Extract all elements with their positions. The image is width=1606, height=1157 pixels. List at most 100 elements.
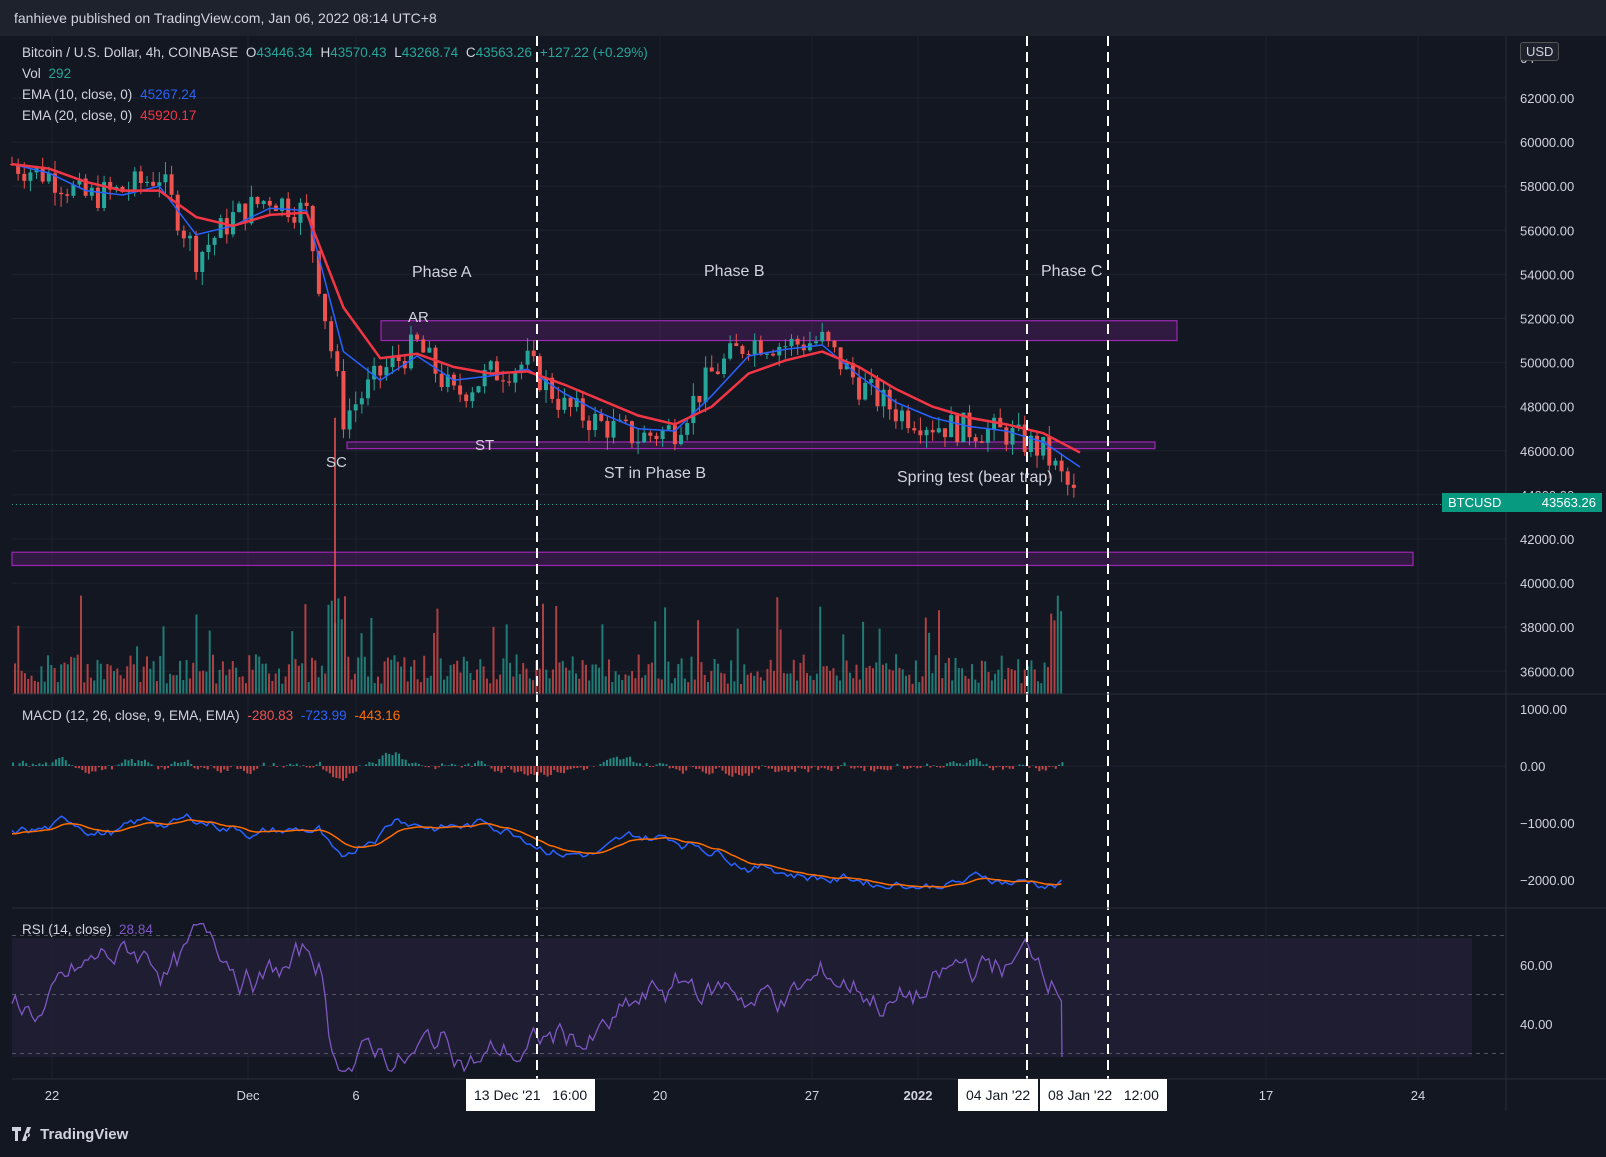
volume-bar <box>446 676 449 694</box>
macd-hist-bar <box>883 766 886 770</box>
macd-hist-bar <box>916 766 919 769</box>
zone-1 <box>346 441 1156 450</box>
volume-bar <box>538 668 541 694</box>
macd-hist-bar <box>718 766 721 768</box>
rsi-line <box>11 923 1063 1073</box>
candle-body <box>218 218 223 238</box>
macd-hist-bar <box>206 766 209 770</box>
volume-bar <box>723 673 726 694</box>
candle-body <box>476 386 481 393</box>
volume-bar <box>726 683 729 694</box>
volume-bar <box>736 628 739 694</box>
macd-hist-bar <box>929 766 932 768</box>
legend-ema10[interactable]: EMA (10, close, 0) 45267.24 <box>22 87 200 102</box>
candle-body <box>224 218 229 235</box>
legend-main[interactable]: Bitcoin / U.S. Dollar, 4h, COINBASE O434… <box>22 45 652 60</box>
macd-hist-bar <box>576 766 579 768</box>
macd-hist-bar <box>998 766 1001 767</box>
macd-hist-bar <box>675 766 678 770</box>
macd-hist-bar <box>243 766 245 771</box>
candle-body <box>611 420 616 438</box>
legend-macd[interactable]: MACD (12, 26, close, 9, EMA, EMA) -280.8… <box>22 708 404 723</box>
volume-bar <box>377 676 379 694</box>
volume-bar <box>33 680 36 694</box>
candle-body <box>697 395 702 403</box>
volume-bar <box>611 682 614 694</box>
macd-hist-bar <box>807 766 810 773</box>
volume-bar <box>383 661 386 694</box>
volume-bar <box>594 664 597 694</box>
macd-hist-bar <box>35 764 38 766</box>
legend-rsi[interactable]: RSI (14, close) 28.84 <box>22 922 157 937</box>
legend-ema20[interactable]: EMA (20, close, 0) 45920.17 <box>22 108 200 123</box>
volume-bar <box>149 668 152 694</box>
currency-badge[interactable]: USD <box>1520 42 1560 61</box>
volume-bar <box>947 657 950 694</box>
volume-bar <box>1030 660 1033 694</box>
candle-body <box>955 415 960 443</box>
candle-body <box>660 429 665 440</box>
macd-hist-bar <box>932 765 935 766</box>
macd-hist-bar <box>249 766 252 774</box>
macd-hist-bar <box>853 766 856 769</box>
volume-bar <box>862 621 865 694</box>
volume-bar <box>106 663 109 694</box>
macd-hist-bar <box>856 766 859 768</box>
candle-body <box>415 334 420 340</box>
macd-hist-bar <box>68 764 71 766</box>
volume-bar <box>868 665 871 694</box>
macd-hist-bar <box>464 764 467 766</box>
volume-bar <box>786 673 789 694</box>
volume-bar <box>462 656 465 694</box>
legend-high: 43570.43 <box>330 45 387 60</box>
macd-hist-bar <box>78 766 80 769</box>
macd-hist-bar <box>437 766 440 768</box>
legend-volume[interactable]: Vol 292 <box>22 66 75 81</box>
brand-footer[interactable]: TradingView <box>12 1126 128 1143</box>
candle-body <box>648 432 653 436</box>
volume-bar <box>109 665 112 694</box>
volume-bar <box>380 683 383 694</box>
macd-hist-bar <box>728 766 731 776</box>
volume-bar <box>482 666 485 694</box>
legend-ema20-label: EMA (20, close, 0) <box>22 108 133 123</box>
macd-hist-bar <box>992 766 995 771</box>
candle-body <box>95 187 100 208</box>
volume-bar <box>509 662 511 694</box>
macd-hist-bar <box>388 753 391 766</box>
volume-bar <box>1023 669 1026 694</box>
volume-bar <box>994 673 997 694</box>
candle-body <box>280 198 285 212</box>
candle-body <box>427 347 432 353</box>
crosshair-date-3: 08 Jan '22 12:00 <box>1040 1079 1167 1111</box>
macd-hist-bar <box>790 766 793 770</box>
macd-hist-bar <box>216 766 219 772</box>
volume-bar <box>96 659 99 694</box>
candle-body <box>654 435 659 440</box>
legend-macd-value: -723.99 <box>300 708 347 723</box>
macd-hist-bar <box>771 766 773 769</box>
macd-hist-bar <box>1048 766 1051 768</box>
macd-hist-bar <box>952 761 955 766</box>
volume-bar <box>660 679 663 694</box>
macd-hist-bar <box>252 766 255 771</box>
macd-hist-bar <box>592 766 595 767</box>
macd-hist-bar <box>183 761 186 766</box>
macd-hist-bar <box>104 766 107 770</box>
macd-hist-bar <box>424 766 427 767</box>
volume-bar <box>294 659 297 694</box>
candle-body <box>1047 436 1052 466</box>
time-tick-label: Dec <box>236 1088 260 1103</box>
macd-hist-bar <box>939 766 942 768</box>
macd-hist-bar <box>559 766 562 773</box>
candle-body <box>912 428 917 431</box>
candle-body <box>550 377 555 399</box>
crosshair-lines <box>536 36 1109 1079</box>
volume-bar <box>776 597 779 694</box>
macd-hist-bar <box>731 766 734 777</box>
candle-body <box>445 374 450 388</box>
volume-bar <box>941 678 944 694</box>
candle-body <box>1004 427 1009 445</box>
last-price: 43563.26 <box>1541 495 1596 510</box>
